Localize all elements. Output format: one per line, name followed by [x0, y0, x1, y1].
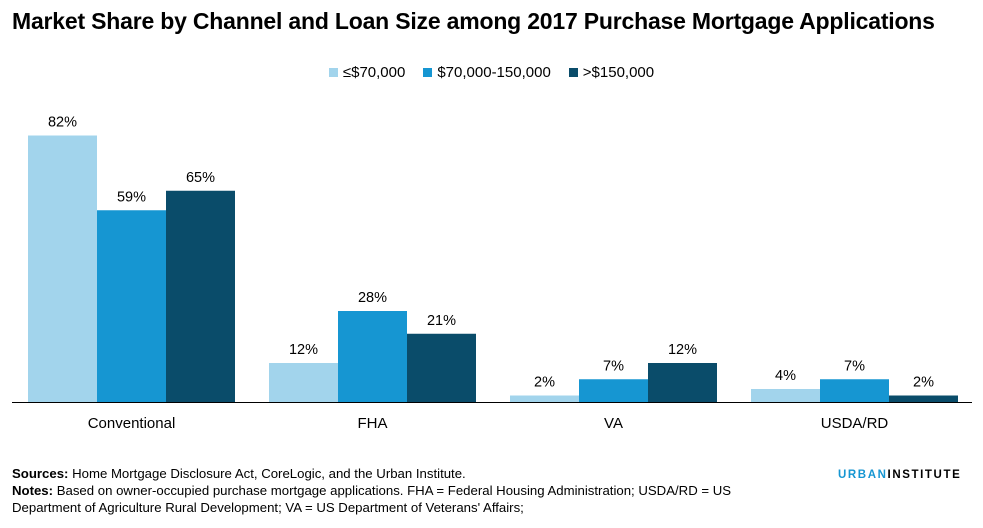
data-label-va-small: 2%: [534, 375, 555, 391]
bar-fha-large: [407, 333, 476, 402]
bar-usdard-large: [889, 395, 958, 402]
bar-va-large: [648, 363, 717, 402]
bar-usdard-small: [751, 389, 820, 402]
bar-va-small: [510, 395, 579, 402]
data-label-va-large: 12%: [668, 342, 697, 358]
bar-usdard-medium: [820, 379, 889, 402]
sources-line: Sources: Home Mortgage Disclosure Act, C…: [12, 465, 802, 482]
bar-conventional-small: [28, 135, 97, 402]
data-label-conventional-medium: 59%: [117, 189, 146, 205]
legend-swatch-medium: [423, 68, 433, 77]
logo-part-urban: URBAN: [838, 469, 888, 481]
legend-item-small: ≤$70,000: [328, 64, 406, 81]
chart-title: Market Share by Channel and Loan Size am…: [12, 8, 935, 34]
footer: Sources: Home Mortgage Disclosure Act, C…: [12, 465, 802, 516]
legend-label-small: ≤$70,000: [342, 64, 406, 81]
logo-part-institute: INSTITUTE: [887, 469, 962, 481]
data-label-usdard-medium: 7%: [844, 358, 865, 374]
data-label-fha-small: 12%: [289, 342, 318, 358]
notes-label: Notes:: [12, 483, 54, 498]
legend-swatch-small: [328, 68, 338, 77]
data-label-fha-large: 21%: [427, 313, 456, 329]
legend-label-large: >$150,000: [582, 64, 655, 81]
data-label-usdard-large: 2%: [913, 375, 934, 391]
legend: ≤$70,000 $70,000-150,000 >$150,000: [0, 64, 983, 81]
x-tick-label-va: VA: [604, 415, 623, 432]
x-tick-label-conventional: Conventional: [88, 415, 176, 432]
legend-item-medium: $70,000-150,000: [423, 64, 551, 81]
sources-text: Home Mortgage Disclosure Act, CoreLogic,…: [68, 466, 466, 481]
urban-institute-logo: URBANINSTITUTE: [838, 469, 961, 481]
x-tick-label-usdard: USDA/RD: [821, 415, 889, 432]
legend-label-medium: $70,000-150,000: [437, 64, 551, 81]
data-label-va-medium: 7%: [603, 358, 624, 374]
sources-label: Sources:: [12, 466, 69, 481]
notes-line: Notes: Based on owner-occupied purchase …: [12, 482, 802, 516]
notes-text: Based on owner-occupied purchase mortgag…: [12, 483, 732, 515]
x-tick-label-fha: FHA: [358, 415, 388, 432]
bar-conventional-large: [166, 190, 235, 402]
data-label-conventional-large: 65%: [186, 170, 215, 186]
bar-va-medium: [579, 379, 648, 402]
data-label-usdard-small: 4%: [775, 368, 796, 384]
data-label-fha-medium: 28%: [358, 290, 387, 306]
legend-swatch-large: [568, 68, 578, 77]
data-label-conventional-small: 82%: [48, 115, 77, 131]
bar-fha-small: [269, 363, 338, 402]
legend-item-large: >$150,000: [568, 64, 655, 81]
bar-conventional-medium: [97, 210, 166, 402]
bar-fha-medium: [338, 311, 407, 402]
